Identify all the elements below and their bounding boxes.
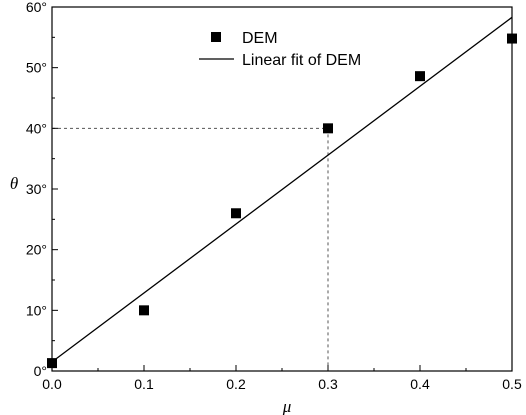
data-point-dem xyxy=(323,123,333,134)
data-point-dem xyxy=(415,71,425,82)
data-point-dem xyxy=(507,33,517,44)
x-tick-label: 0.5 xyxy=(502,376,522,392)
legend: DEM Linear fit of DEM xyxy=(199,30,361,69)
tick-labels: 0.0 0.1 0.2 0.3 0.4 0.5 0° 10° 20° 30° 40° 50° 60° xyxy=(26,0,522,392)
fit-line xyxy=(51,16,513,363)
x-axis-title: μ xyxy=(282,397,292,415)
x-tick-label: 0.0 xyxy=(42,376,62,392)
x-tick-label: 0.4 xyxy=(410,376,430,392)
y-tick-label: 30° xyxy=(26,181,47,197)
legend-label-dem: DEM xyxy=(242,30,278,47)
x-tick-label: 0.3 xyxy=(318,376,338,392)
legend-marker-dem xyxy=(211,32,221,42)
y-tick-label: 20° xyxy=(26,242,47,258)
x-tick-label: 0.1 xyxy=(134,376,154,392)
series-layer xyxy=(47,16,517,369)
y-axis-title: θ xyxy=(10,174,18,193)
axis-ticks xyxy=(51,6,513,372)
legend-label-fit: Linear fit of DEM xyxy=(242,52,361,69)
x-tick-label: 0.2 xyxy=(226,376,246,392)
y-tick-label: 50° xyxy=(26,60,47,76)
y-tick-label: 40° xyxy=(26,120,47,136)
y-tick-label: 10° xyxy=(26,302,47,318)
data-point-dem xyxy=(231,208,241,219)
data-point-dem xyxy=(47,358,57,369)
data-point-dem xyxy=(139,305,149,316)
y-tick-label: 0° xyxy=(34,363,47,379)
guide-lines xyxy=(52,127,329,371)
y-tick-label: 60° xyxy=(26,0,47,15)
